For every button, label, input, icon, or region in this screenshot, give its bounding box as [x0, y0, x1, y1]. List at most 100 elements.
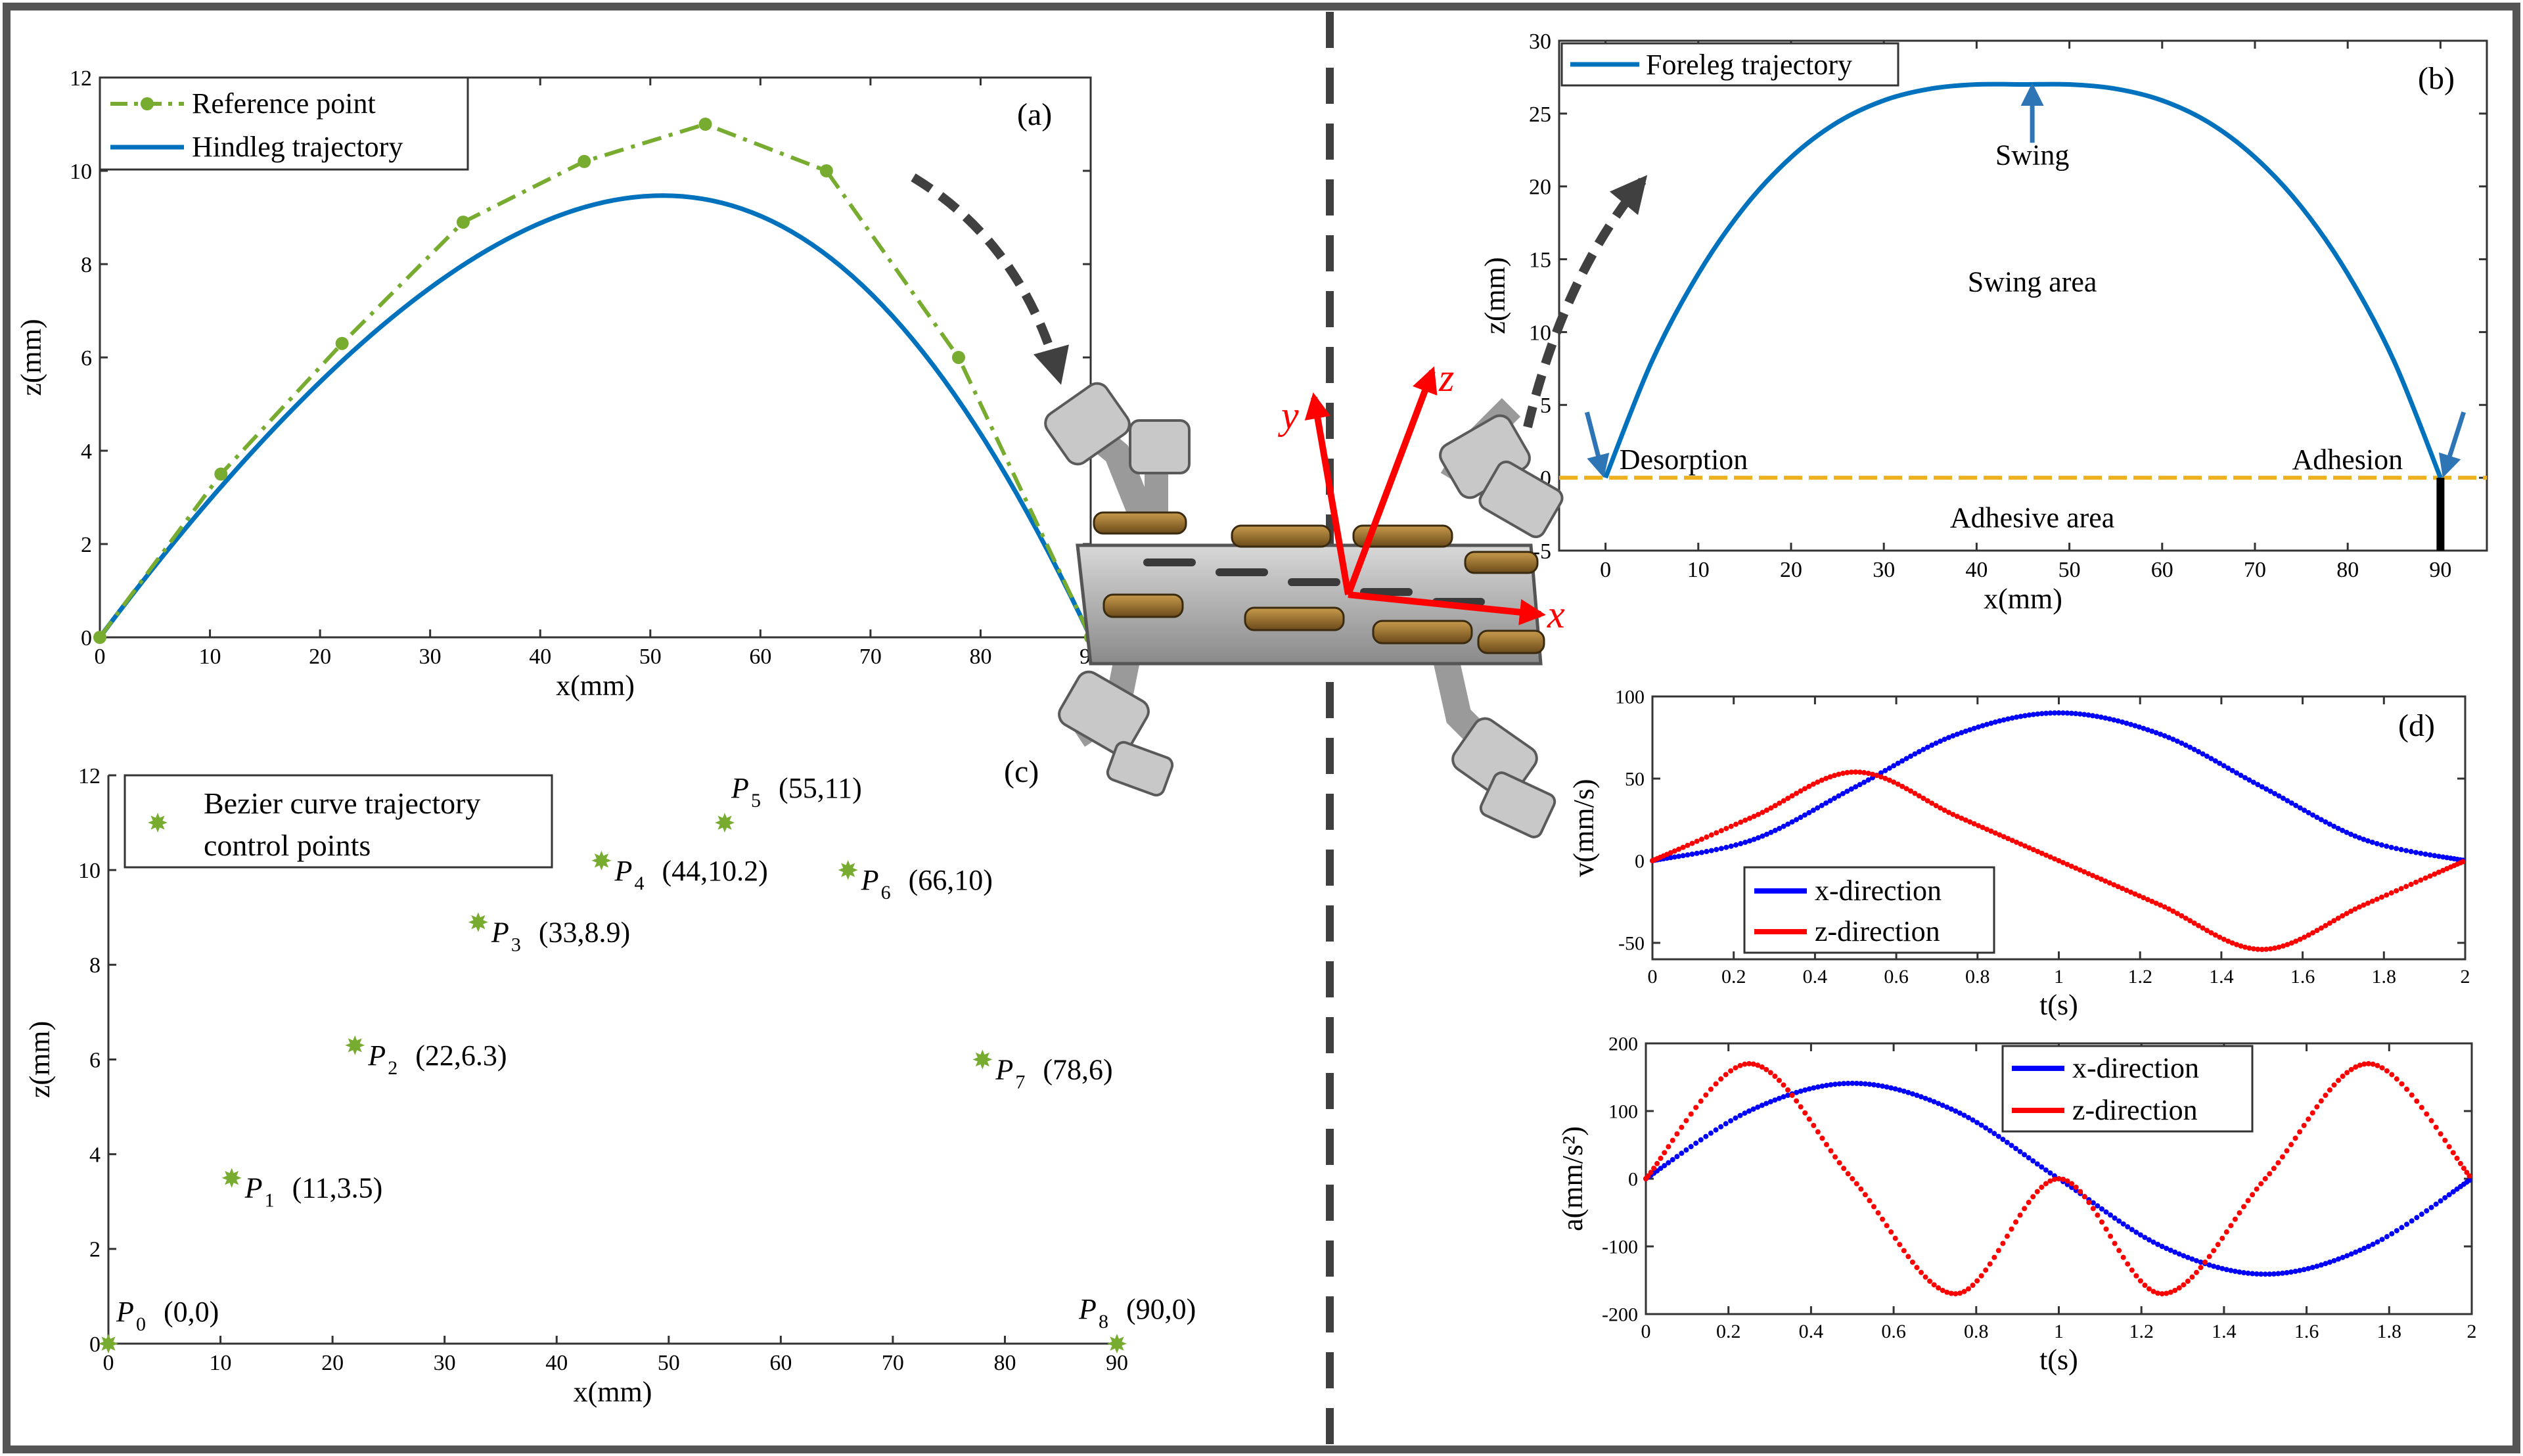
x-tick-label: 20 — [309, 645, 331, 669]
z-direction-velocity-point — [2204, 928, 2210, 934]
z-direction-velocity-point — [2284, 942, 2290, 947]
x-tick-label: 30 — [1873, 558, 1895, 582]
y-tick-label: 10 — [78, 859, 101, 883]
z-direction-velocity-point — [2052, 856, 2058, 862]
x-tick-label: 1.2 — [2127, 966, 2152, 988]
legend-z-label: z-direction — [1815, 915, 1940, 947]
x-direction-acceleration-point — [1888, 1085, 1894, 1091]
x-direction-acceleration-point — [1871, 1082, 1876, 1088]
x-direction-acceleration-point — [2168, 1247, 2173, 1253]
z-direction-acceleration-point — [1713, 1081, 1719, 1087]
z-direction-velocity-point — [2018, 841, 2024, 847]
z-direction-acceleration-point — [2301, 1122, 2307, 1128]
x-direction-velocity-point — [2014, 714, 2020, 720]
z-direction-acceleration-point — [1781, 1082, 1786, 1088]
x-direction-velocity-point — [2158, 731, 2164, 737]
z-direction-velocity-point — [1924, 798, 1930, 804]
z-direction-acceleration-point — [1728, 1068, 1734, 1074]
x-direction-acceleration-point — [2185, 1254, 2191, 1260]
reference-point-marker — [456, 216, 470, 229]
z-direction-velocity-point — [2047, 854, 2053, 860]
z-direction-velocity-point — [2073, 865, 2079, 871]
control-point-coordinate: (0,0) — [164, 1296, 219, 1328]
control-point-marker — [1107, 1334, 1127, 1354]
z-direction-acceleration-point — [2361, 1061, 2367, 1067]
plot-frame — [1558, 39, 2488, 552]
x-direction-acceleration-point — [2245, 1270, 2251, 1276]
control-point-name: P — [1078, 1293, 1097, 1325]
z-direction-acceleration-point — [2379, 1065, 2385, 1071]
z-direction-acceleration-point — [1927, 1278, 1933, 1284]
z-direction-acceleration-point — [2399, 1081, 2405, 1087]
control-point-name: P — [116, 1296, 134, 1328]
z-direction-velocity-point — [1742, 817, 1748, 823]
z-direction-velocity-point — [2229, 940, 2235, 946]
x-direction-acceleration-point — [1693, 1140, 1699, 1146]
z-direction-velocity-point — [1671, 848, 1677, 854]
robot-x-label: x — [1547, 593, 1565, 636]
z-direction-acceleration-point — [1698, 1098, 1704, 1104]
z-direction-velocity-point — [1810, 781, 1816, 787]
z-direction-acceleration-point — [1651, 1166, 1657, 1172]
z-direction-velocity-point — [2242, 944, 2248, 950]
x-direction-acceleration-point — [1966, 1114, 1972, 1120]
x-direction-velocity-point — [2191, 746, 2197, 752]
x-direction-acceleration-point — [1953, 1108, 1959, 1114]
z-direction-acceleration-point — [2004, 1233, 2010, 1239]
x-direction-velocity-point — [2136, 724, 2142, 730]
adhesion-arrow — [2438, 411, 2466, 478]
x-direction-velocity-point — [1751, 836, 1757, 842]
z-direction-acceleration-point — [2022, 1206, 2028, 1212]
x-direction-acceleration-point — [2172, 1249, 2178, 1255]
z-direction-velocity-point — [1899, 783, 1905, 789]
z-direction-acceleration-point — [1718, 1076, 1724, 1082]
z-direction-acceleration-point — [2284, 1148, 2290, 1154]
x-direction-acceleration-point — [2232, 1268, 2238, 1274]
z-direction-acceleration-point — [2318, 1098, 2324, 1104]
x-direction-acceleration-point — [1674, 1154, 1680, 1160]
z-direction-acceleration-point — [2219, 1235, 2225, 1241]
z-direction-acceleration-point — [2112, 1240, 2118, 1246]
x-direction-acceleration-point — [1811, 1085, 1817, 1091]
z-direction-velocity-point — [2026, 845, 2032, 851]
z-direction-velocity-point — [2331, 918, 2337, 924]
x-direction-acceleration-point — [1733, 1115, 1739, 1121]
z-direction-acceleration-point — [2297, 1129, 2303, 1135]
z-direction-acceleration-point — [2353, 1064, 2359, 1070]
z-direction-velocity-point — [1938, 805, 1943, 811]
z-direction-velocity-point — [2384, 892, 2390, 898]
x-direction-acceleration-point — [2323, 1261, 2329, 1267]
z-direction-acceleration-point — [2176, 1285, 2182, 1291]
z-direction-velocity-point — [1827, 774, 1833, 780]
z-direction-velocity-point — [2323, 922, 2329, 928]
z-direction-velocity-point — [2302, 934, 2307, 940]
y-tick-label: 12 — [78, 764, 101, 788]
z-direction-velocity-point — [1819, 777, 1825, 783]
z-direction-velocity-point — [1723, 825, 1729, 831]
y-tick-label: 20 — [1529, 175, 1551, 200]
z-direction-acceleration-point — [2384, 1068, 2390, 1074]
control-point-marker — [972, 1049, 993, 1070]
z-direction-velocity-point — [2327, 921, 2332, 926]
z-direction-acceleration-point — [2168, 1289, 2173, 1295]
z-direction-velocity-point — [2422, 875, 2428, 881]
x-tick-label: 40 — [529, 645, 551, 669]
x-direction-velocity-point — [2141, 725, 2147, 731]
x-direction-acceleration-point — [2039, 1164, 2045, 1170]
z-direction-acceleration-point — [2009, 1226, 2014, 1232]
z-direction-velocity-point — [1844, 769, 1850, 775]
x-direction-acceleration-point — [1909, 1091, 1915, 1097]
x-direction-acceleration-point — [1718, 1124, 1724, 1129]
z-direction-acceleration-point — [1888, 1229, 1894, 1235]
x-direction-velocity-point — [1836, 793, 1842, 799]
x-direction-velocity-point — [2018, 714, 2024, 719]
z-direction-acceleration-point — [1880, 1216, 1886, 1222]
x-direction-acceleration-point — [1987, 1127, 1993, 1133]
z-direction-velocity-point — [1980, 825, 1986, 830]
x-direction-velocity-point — [2064, 710, 2070, 716]
x-direction-acceleration-point — [2348, 1251, 2354, 1257]
x-direction-acceleration-point — [1922, 1095, 1928, 1101]
x-direction-velocity-point — [2263, 786, 2269, 792]
x-direction-acceleration-point — [2292, 1268, 2298, 1274]
z-direction-acceleration-point — [2194, 1269, 2199, 1275]
